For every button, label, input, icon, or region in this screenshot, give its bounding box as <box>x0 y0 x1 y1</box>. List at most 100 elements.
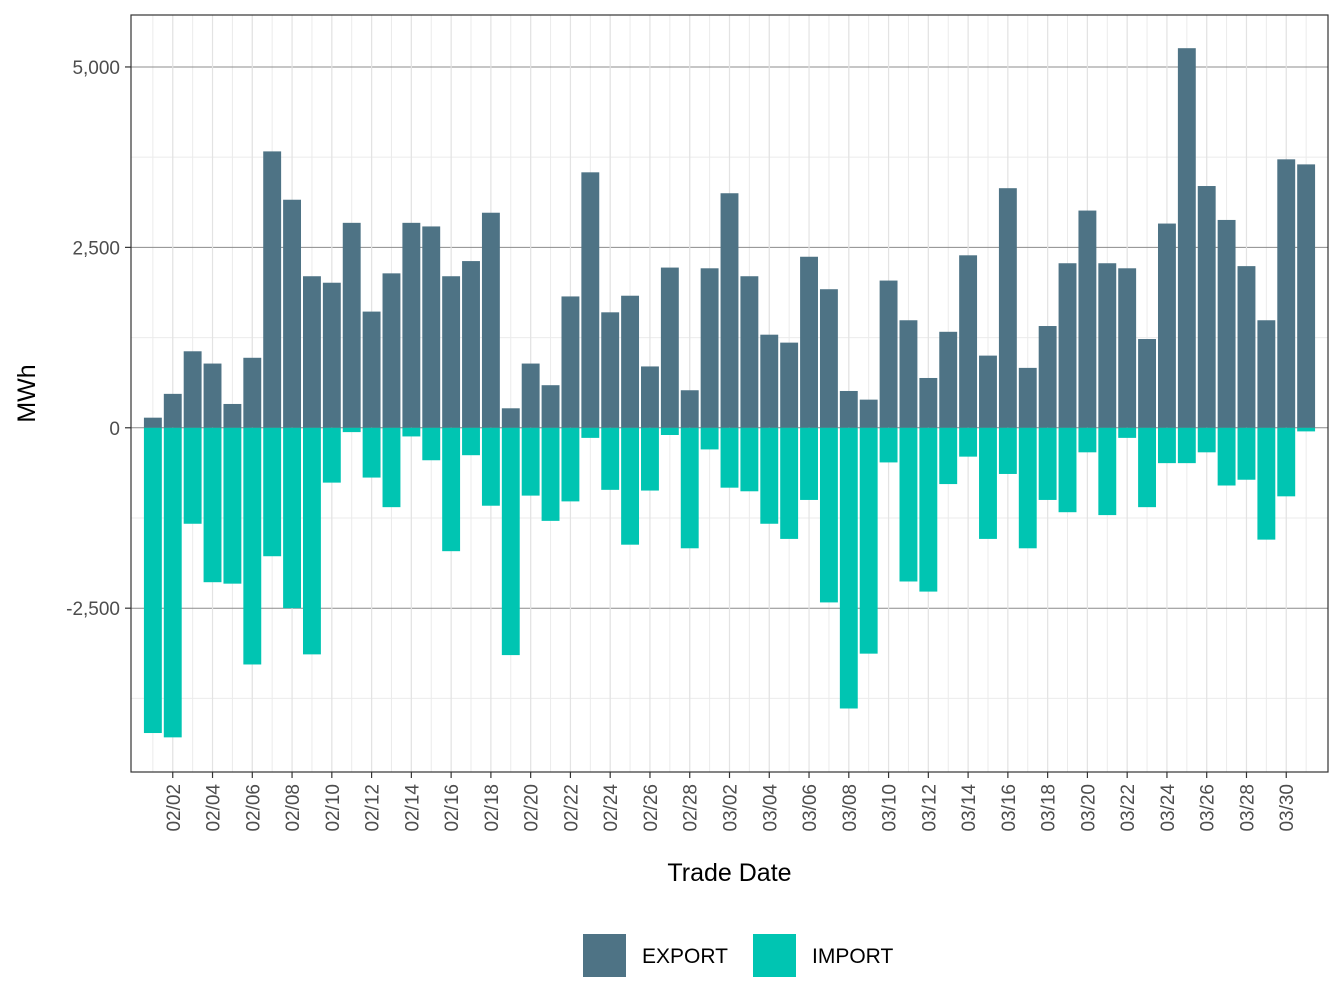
legend: EXPORT IMPORT <box>583 934 893 977</box>
x-axis: 02/02 02/04 02/06 02/08 02/10 02/12 02/14 02/16… <box>164 772 1298 832</box>
bar-import <box>899 427 918 582</box>
bar-export <box>263 151 282 428</box>
bar-export <box>720 193 739 428</box>
bar-import <box>541 427 560 521</box>
bar-export <box>163 393 182 428</box>
bar-import <box>1277 427 1296 497</box>
bar-export <box>1058 263 1077 428</box>
bar-import <box>561 427 580 502</box>
bar-export <box>1257 320 1276 428</box>
bar-export <box>1197 186 1216 428</box>
bar-export <box>203 363 222 428</box>
bar-import <box>521 427 540 496</box>
bar-import <box>143 427 162 734</box>
x-tick-label: 02/06 <box>243 784 264 832</box>
x-tick-label: 02/08 <box>283 784 304 832</box>
bar-export <box>581 172 600 428</box>
bar-import <box>581 427 600 438</box>
bar-import <box>203 427 222 583</box>
bar-import <box>183 427 202 524</box>
bar-export <box>442 276 461 428</box>
bar-export <box>143 417 162 428</box>
bar-export <box>501 408 520 428</box>
x-tick-label: 02/22 <box>561 784 582 832</box>
bar-export <box>859 399 878 428</box>
x-tick-label: 02/12 <box>363 784 384 832</box>
bar-export <box>422 226 441 428</box>
bar-export <box>561 296 580 428</box>
y-tick-label: 5,000 <box>72 58 120 79</box>
bar-export <box>621 295 640 428</box>
bar-import <box>979 427 997 539</box>
bar-import <box>939 427 958 485</box>
bar-export <box>283 199 302 428</box>
x-tick-label: 03/10 <box>880 784 901 832</box>
bar-export <box>302 276 321 428</box>
bar-export <box>959 255 978 428</box>
bar-export <box>462 261 480 428</box>
bar-import <box>302 427 321 655</box>
bar-export <box>521 363 540 428</box>
bar-import <box>1177 427 1196 464</box>
bar-import <box>462 427 480 456</box>
bar-export <box>780 342 799 428</box>
x-tick-label: 02/26 <box>641 784 662 832</box>
bar-import <box>1078 427 1097 453</box>
x-axis-title: Trade Date <box>667 859 791 887</box>
bar-export <box>839 390 858 428</box>
x-tick-label: 03/02 <box>721 784 742 832</box>
bar-export <box>322 282 341 428</box>
bar-import <box>1018 427 1037 549</box>
x-tick-label: 03/24 <box>1158 784 1179 832</box>
bar-import <box>1257 427 1276 540</box>
x-tick-label: 02/28 <box>681 784 702 832</box>
bar-import <box>720 427 739 488</box>
bar-export <box>998 188 1017 428</box>
bar-import <box>1098 427 1117 516</box>
bar-export <box>243 357 262 428</box>
x-tick-label: 03/14 <box>959 784 980 832</box>
bar-import <box>322 427 341 483</box>
x-tick-label: 03/16 <box>999 784 1020 832</box>
bar-export <box>899 320 918 428</box>
bar-import <box>442 427 461 552</box>
bar-import <box>680 427 699 549</box>
bar-import <box>402 427 421 437</box>
bar-import <box>382 427 401 508</box>
bar-export <box>879 280 898 428</box>
bar-import <box>740 427 759 492</box>
bar-import <box>1217 427 1236 486</box>
bar-export <box>979 355 997 428</box>
bar-import <box>263 427 282 557</box>
x-tick-label: 02/10 <box>323 784 344 832</box>
y-tick-label: 0 <box>109 419 120 440</box>
bar-export <box>1018 367 1037 428</box>
bar-export <box>740 276 759 428</box>
bar-export <box>641 366 659 428</box>
bar-export <box>819 289 838 428</box>
bar-export <box>919 377 938 428</box>
bar-import <box>601 427 620 490</box>
bar-export <box>1297 164 1316 428</box>
bar-import <box>283 427 302 609</box>
bar-import <box>1297 427 1316 432</box>
x-tick-label: 02/02 <box>164 784 185 832</box>
bar-export <box>541 385 560 428</box>
bar-import <box>223 427 242 584</box>
x-tick-label: 03/26 <box>1198 784 1219 832</box>
bar-import <box>1118 427 1137 438</box>
bar-import <box>780 427 799 539</box>
bar-export <box>362 311 381 428</box>
bar-import <box>1197 427 1216 453</box>
bar-export <box>760 334 779 428</box>
bar-export <box>1038 326 1057 428</box>
bar-import <box>641 427 659 491</box>
x-tick-label: 03/06 <box>800 784 821 832</box>
bar-export <box>382 273 401 428</box>
x-tick-label: 03/20 <box>1078 784 1099 832</box>
bar-import <box>760 427 779 524</box>
bar-export <box>680 390 699 428</box>
bar-export <box>800 256 818 428</box>
bar-export <box>183 351 202 428</box>
bar-export <box>660 267 679 428</box>
